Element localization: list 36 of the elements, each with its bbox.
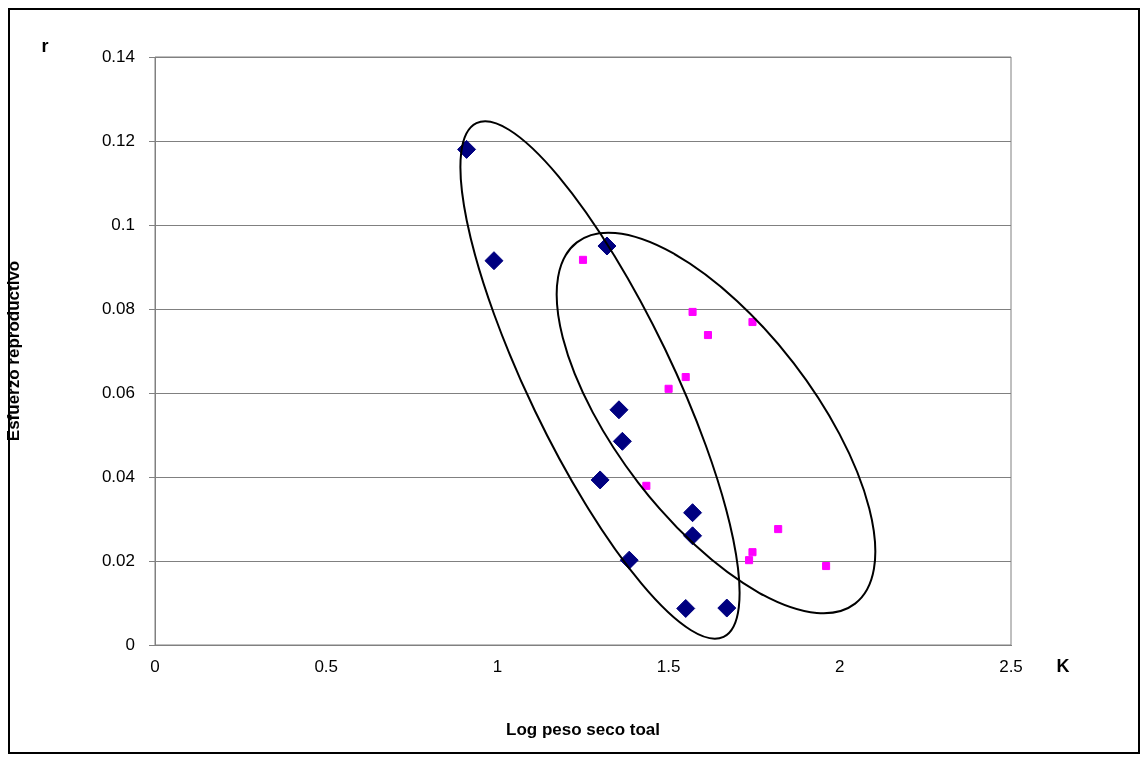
y-tick-label: 0.04 <box>101 466 135 486</box>
point <box>717 598 737 618</box>
point <box>676 598 696 618</box>
y-tick-label: 0 <box>125 634 135 654</box>
point <box>703 331 713 340</box>
y-tick-label: 0.02 <box>101 550 135 570</box>
point <box>745 556 754 565</box>
point <box>578 255 588 264</box>
point <box>609 400 629 420</box>
x-tick-label: 2 <box>835 656 845 676</box>
x-tick-label: 1.5 <box>656 656 681 676</box>
text: K <box>1056 655 1070 676</box>
point <box>642 481 651 490</box>
point <box>590 470 610 490</box>
x-tick-label: 1 <box>492 656 503 676</box>
point <box>748 317 757 327</box>
point <box>748 548 757 557</box>
y-tick-label: 0.1 <box>111 214 135 234</box>
point <box>484 251 504 271</box>
point <box>681 373 690 382</box>
point <box>688 307 697 316</box>
point <box>612 431 632 451</box>
y-tick-label: 0.12 <box>101 130 135 150</box>
text: r <box>41 35 49 56</box>
point <box>683 503 703 523</box>
point <box>664 384 673 393</box>
y-axis-title: Esfuerzo reproductivo <box>3 260 23 442</box>
point <box>774 525 783 534</box>
x-axis-title: Log peso seco toal <box>506 720 660 740</box>
y-tick-label: 0.06 <box>101 382 135 402</box>
point <box>822 562 831 571</box>
x-tick-label: 0.5 <box>314 656 339 676</box>
x-tick-label: 2.5 <box>999 656 1023 676</box>
x-tick-label: 0 <box>150 656 160 676</box>
y-tick-label: 0.08 <box>101 298 135 318</box>
y-tick-label: 0.14 <box>101 46 135 66</box>
